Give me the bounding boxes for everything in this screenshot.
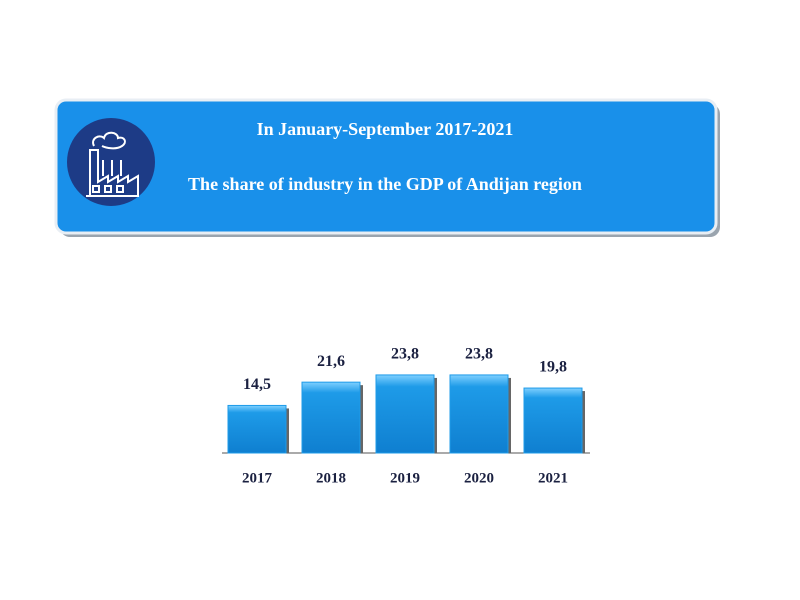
bar: [301, 381, 361, 454]
value-label: 14,5: [243, 376, 271, 393]
chart-subtitle: The share of industry in the GDP of Andi…: [188, 174, 582, 194]
value-label: 23,8: [391, 346, 419, 363]
x-tick-label: 2020: [464, 470, 494, 486]
factory-icon: [86, 131, 139, 197]
x-tick-label: 2018: [316, 470, 346, 486]
x-tick-label: 2019: [390, 470, 420, 486]
value-label: 19,8: [539, 359, 567, 376]
value-label: 23,8: [465, 346, 493, 363]
bar: [449, 374, 509, 454]
x-tick-label: 2021: [538, 470, 568, 486]
bar: [375, 374, 435, 454]
value-label: 21,6: [317, 353, 345, 370]
banner: In January-September 2017-2021 The share…: [54, 98, 720, 237]
bar: [523, 387, 583, 454]
bar: [227, 404, 287, 454]
chart-title: In January-September 2017-2021: [257, 119, 514, 139]
banner-box: [54, 98, 718, 235]
x-tick-label: 2017: [242, 470, 273, 486]
